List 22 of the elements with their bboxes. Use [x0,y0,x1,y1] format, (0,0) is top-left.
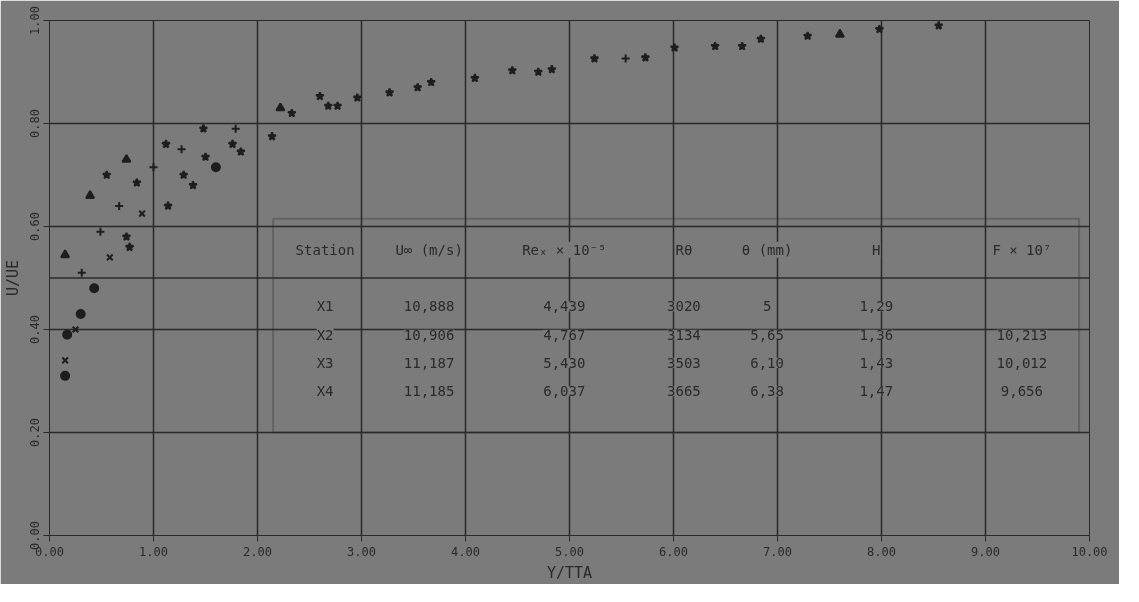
y-tick-label: 0.60 [27,212,42,241]
x-tick-label: 1.00 [139,544,168,559]
text: X4 11,185 6,037 3665 6,38 1,47 9,656 [316,383,1043,400]
x-tick-label: 6.00 [659,544,688,559]
x-tick-label: 9.00 [971,544,1000,559]
y-tick-label: 0.40 [27,315,42,344]
x-tick-label: 10.00 [1071,544,1108,559]
x-tick-label: 4.00 [451,544,480,559]
text: Station U∞ (m/s) Reₓ × 10⁻⁵ Rθ θ (mm) H F × 10⁷ [295,241,1052,258]
y-tick-label: 0.80 [27,109,42,138]
text: X3 11,187 5,430 3503 6,10 1,43 10,012 [316,354,1048,371]
text: X2 10,906 4,767 3134 5,65 1,36 10,213 [316,326,1048,343]
x-axis-title: Y/TTA [546,563,593,582]
x-tick-label: 8.00 [867,544,896,559]
x-tick-label: 2.00 [243,544,272,559]
x-tick-label: 7.00 [763,544,792,559]
x-tick-label: 5.00 [555,544,584,559]
y-axis-title: U/UE [3,259,22,297]
y-tick-label: 0.20 [27,418,42,447]
text: X1 10,888 4,439 3020 5 1,29 [316,298,894,315]
y-tick-label: 1.00 [27,6,42,35]
x-tick-label: 3.00 [347,544,376,559]
